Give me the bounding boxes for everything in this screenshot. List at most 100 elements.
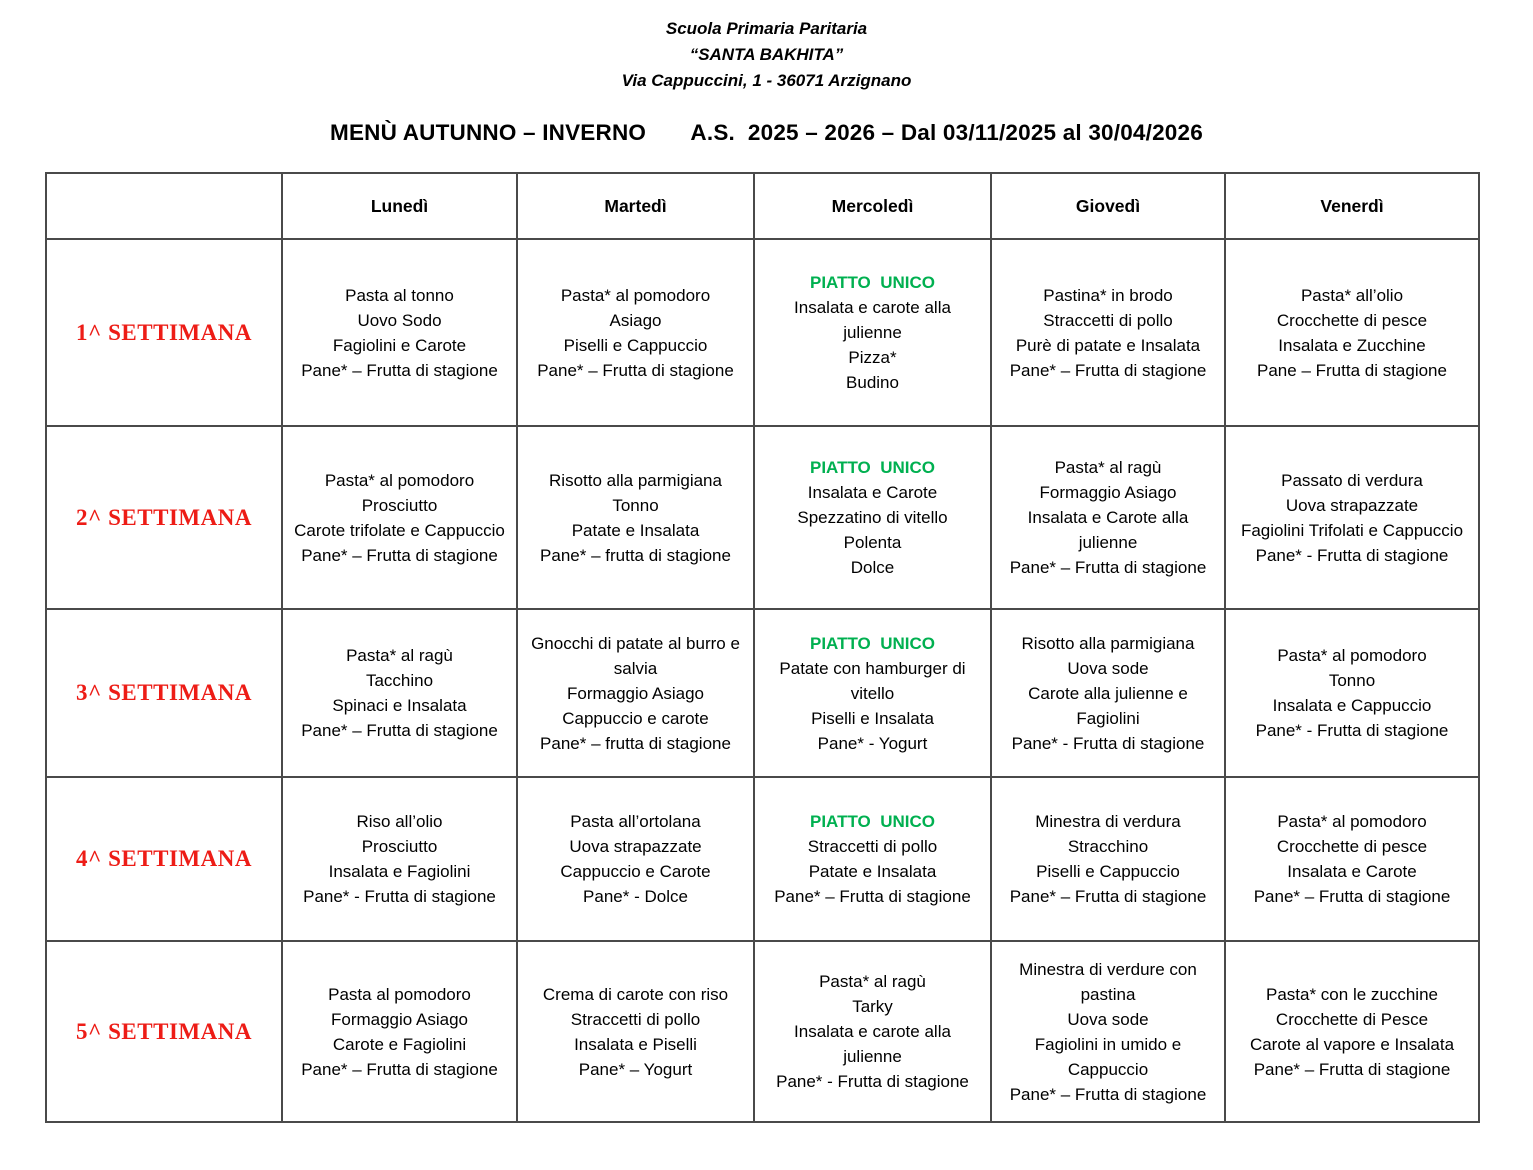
- menu-item: Insalata e Carote: [807, 483, 938, 502]
- menu-item: Formaggio Asiago: [566, 683, 705, 703]
- menu-item: Pane* - Frutta di stagione: [1255, 545, 1449, 565]
- menu-item: Patate e Insalata: [571, 520, 700, 540]
- menu-item: Pane* – Frutta di stagione: [1253, 1059, 1451, 1079]
- menu-item: Risotto alla parmigiana: [1021, 633, 1195, 653]
- day-header-martedi: Martedì: [516, 172, 755, 240]
- menu-item: Pane* – Frutta di stagione: [1009, 887, 1207, 906]
- menu-item: Pasta al tonno: [345, 285, 454, 305]
- menu-item: Cappuccio e carote: [562, 708, 709, 728]
- piatto-unico-label: PIATTO UNICO: [810, 812, 935, 831]
- corner-cell: [45, 172, 283, 240]
- menu-item: Pasta all’ortolana: [570, 812, 701, 831]
- menu-item: Pizza*: [848, 348, 897, 367]
- menu-item: Spinaci e Insalata: [332, 696, 467, 715]
- day-header-row: Lunedì Martedì Mercoledì Giovedì Venerdì: [45, 172, 1480, 240]
- menu-item: Uova strapazzate: [1285, 495, 1419, 515]
- menu-item: Crocchette di pesce: [1276, 310, 1428, 330]
- menu-item: Pane* - Frutta di stagione: [776, 1072, 969, 1091]
- school-address-line: Via Cappuccini, 1 - 36071 Arzignano: [621, 71, 912, 90]
- menu-item: Prosciutto: [361, 837, 438, 856]
- menu-item: Carote alla julienne e Fagiolini: [1028, 683, 1188, 728]
- menu-item: Insalata e Cappuccio: [1272, 696, 1432, 715]
- menu-item: Cappuccio e Carote: [560, 862, 711, 881]
- menu-item: Pasta* al pomodoro: [1277, 812, 1427, 831]
- menu-item: Pane* - Frutta di stagione: [303, 887, 496, 906]
- menu-item: Pasta* all’olio: [1300, 285, 1404, 305]
- menu-item: Formaggio Asiago: [330, 1009, 469, 1029]
- menu-cell: Pasta all’ortolana Uova strapazzate Cappuc…: [516, 776, 755, 942]
- menu-cell: Crema di carote con riso Straccetti di po…: [516, 940, 755, 1123]
- menu-cell: Minestra di verdure con pastina Uova sode…: [990, 940, 1226, 1123]
- menu-cell: Riso all’olio Prosciutto Insalata e Fagiol…: [281, 776, 518, 942]
- menu-item: Straccetti di pollo: [1043, 310, 1173, 330]
- week-label: 5^ SETTIMANA: [45, 940, 283, 1123]
- menu-item: Uova sode: [1067, 658, 1149, 678]
- piatto-unico-label: PIATTO UNICO: [810, 458, 935, 477]
- menu-item: Straccetti di pollo: [807, 837, 938, 856]
- week-label: 3^ SETTIMANA: [45, 608, 283, 778]
- menu-item: Insalata e Carote alla julienne: [1027, 508, 1189, 552]
- menu-item: Pasta* al ragù: [819, 972, 926, 991]
- menu-item: Carote e Fagiolini: [332, 1034, 467, 1054]
- menu-item: Insalata e Carote: [1287, 862, 1417, 881]
- menu-item: Insalata e carote alla julienne: [794, 298, 951, 342]
- menu-item: Pane* - Frutta di stagione: [1011, 733, 1205, 753]
- menu-item: Carote trifolate e Cappuccio: [294, 520, 505, 540]
- menu-item: Uova strapazzate: [569, 837, 702, 856]
- menu-cell: PIATTO UNICO Straccetti di pollo Patate e …: [753, 776, 992, 942]
- menu-item: Patate e Insalata: [808, 862, 937, 881]
- menu-item: Prosciutto: [361, 495, 438, 515]
- menu-item: Crocchette di pesce: [1276, 837, 1428, 856]
- menu-item: Pane* – Frutta di stagione: [1009, 360, 1207, 380]
- menu-cell: Minestra di verdura Stracchino Piselli e C…: [990, 776, 1226, 942]
- menu-item: Insalata e Zucchine: [1278, 335, 1426, 355]
- week-row: 1^ SETTIMANA Pasta al tonno Uovo Sodo Fagio…: [45, 238, 1480, 427]
- menu-table: Lunedì Martedì Mercoledì Giovedì Venerdì…: [45, 172, 1480, 1123]
- week-row: 2^ SETTIMANA Pasta* al pomodoro Prosciutto…: [45, 425, 1480, 610]
- menu-cell: Pasta* al ragù Formaggio Asiago Insalata e…: [990, 425, 1226, 610]
- menu-item: Carote al vapore e Insalata: [1249, 1034, 1455, 1054]
- school-header: Scuola Primaria Paritaria “SANTA BAKHITA…: [0, 16, 1533, 94]
- menu-cell: Pasta* al pomodoro Tonno Insalata e Cappuc…: [1224, 608, 1480, 778]
- day-header-venerdi: Venerdì: [1224, 172, 1480, 240]
- menu-cell: Pasta* al pomodoro Asiago Piselli e Cappuc…: [516, 238, 755, 427]
- menu-item: Pasta* con le zucchine: [1266, 984, 1438, 1004]
- week-label: 4^ SETTIMANA: [45, 776, 283, 942]
- menu-item: Minestra di verdure con pastina: [1019, 959, 1197, 1004]
- menu-item: Straccetti di pollo: [570, 1009, 701, 1029]
- menu-item: Crocchette di Pesce: [1275, 1009, 1429, 1029]
- menu-item: Insalata e Piselli: [574, 1034, 697, 1054]
- menu-item: Pane* – Frutta di stagione: [1253, 887, 1451, 906]
- menu-cell: PIATTO UNICO Patate con hamburger di vite…: [753, 608, 992, 778]
- menu-cell: Gnocchi di patate al burro e salvia Forma…: [516, 608, 755, 778]
- menu-cell: PIATTO UNICO Insalata e carote alla julie…: [753, 238, 992, 427]
- menu-item: Pasta* al ragù: [1054, 458, 1162, 477]
- menu-item: Pane* - Yogurt: [817, 733, 928, 753]
- week-row: 5^ SETTIMANA Pasta al pomodoro Formaggio A…: [45, 940, 1480, 1123]
- menu-cell: Pasta* al ragù Tarky Insalata e carote all…: [753, 940, 992, 1123]
- menu-item: Tarky: [852, 997, 893, 1016]
- page-title: MENÙ AUTUNNO – INVERNO A.S. 2025 – 2026 …: [330, 120, 1203, 145]
- menu-item: Minestra di verdura: [1035, 812, 1181, 831]
- menu-item: Piselli e Cappuccio: [563, 335, 708, 355]
- menu-item: Passato di verdura: [1281, 470, 1423, 490]
- menu-item: Pane* – Frutta di stagione: [301, 360, 498, 380]
- menu-item: Pastina* in brodo: [1043, 285, 1173, 305]
- menu-item: Pane* – Frutta di stagione: [1009, 1084, 1207, 1104]
- menu-item: Risotto alla parmigiana: [549, 470, 722, 490]
- school-title-line: “SANTA BAKHITA”: [689, 45, 844, 64]
- menu-item: Fagiolini in umido e Cappuccio: [1034, 1034, 1182, 1079]
- menu-cell: Pasta* al pomodoro Prosciutto Carote trifo…: [281, 425, 518, 610]
- menu-item: Pane* – frutta di stagione: [540, 733, 731, 753]
- menu-item: Gnocchi di patate al burro e salvia: [531, 633, 740, 678]
- menu-item: Pane* – Frutta di stagione: [774, 887, 971, 906]
- menu-cell: Pasta* all’olio Crocchette di pesce Insala…: [1224, 238, 1480, 427]
- day-header-giovedi: Giovedì: [990, 172, 1226, 240]
- menu-item: Fagiolini e Carote: [332, 335, 467, 355]
- menu-item: Pasta* al pomodoro: [324, 470, 475, 490]
- menu-item: Pasta* al pomodoro: [1277, 646, 1427, 665]
- menu-cell: Pasta* al ragù Tacchino Spinaci e Insalata…: [281, 608, 518, 778]
- menu-item: Asiago: [609, 310, 662, 330]
- menu-cell: Pasta al pomodoro Formaggio Asiago Carote …: [281, 940, 518, 1123]
